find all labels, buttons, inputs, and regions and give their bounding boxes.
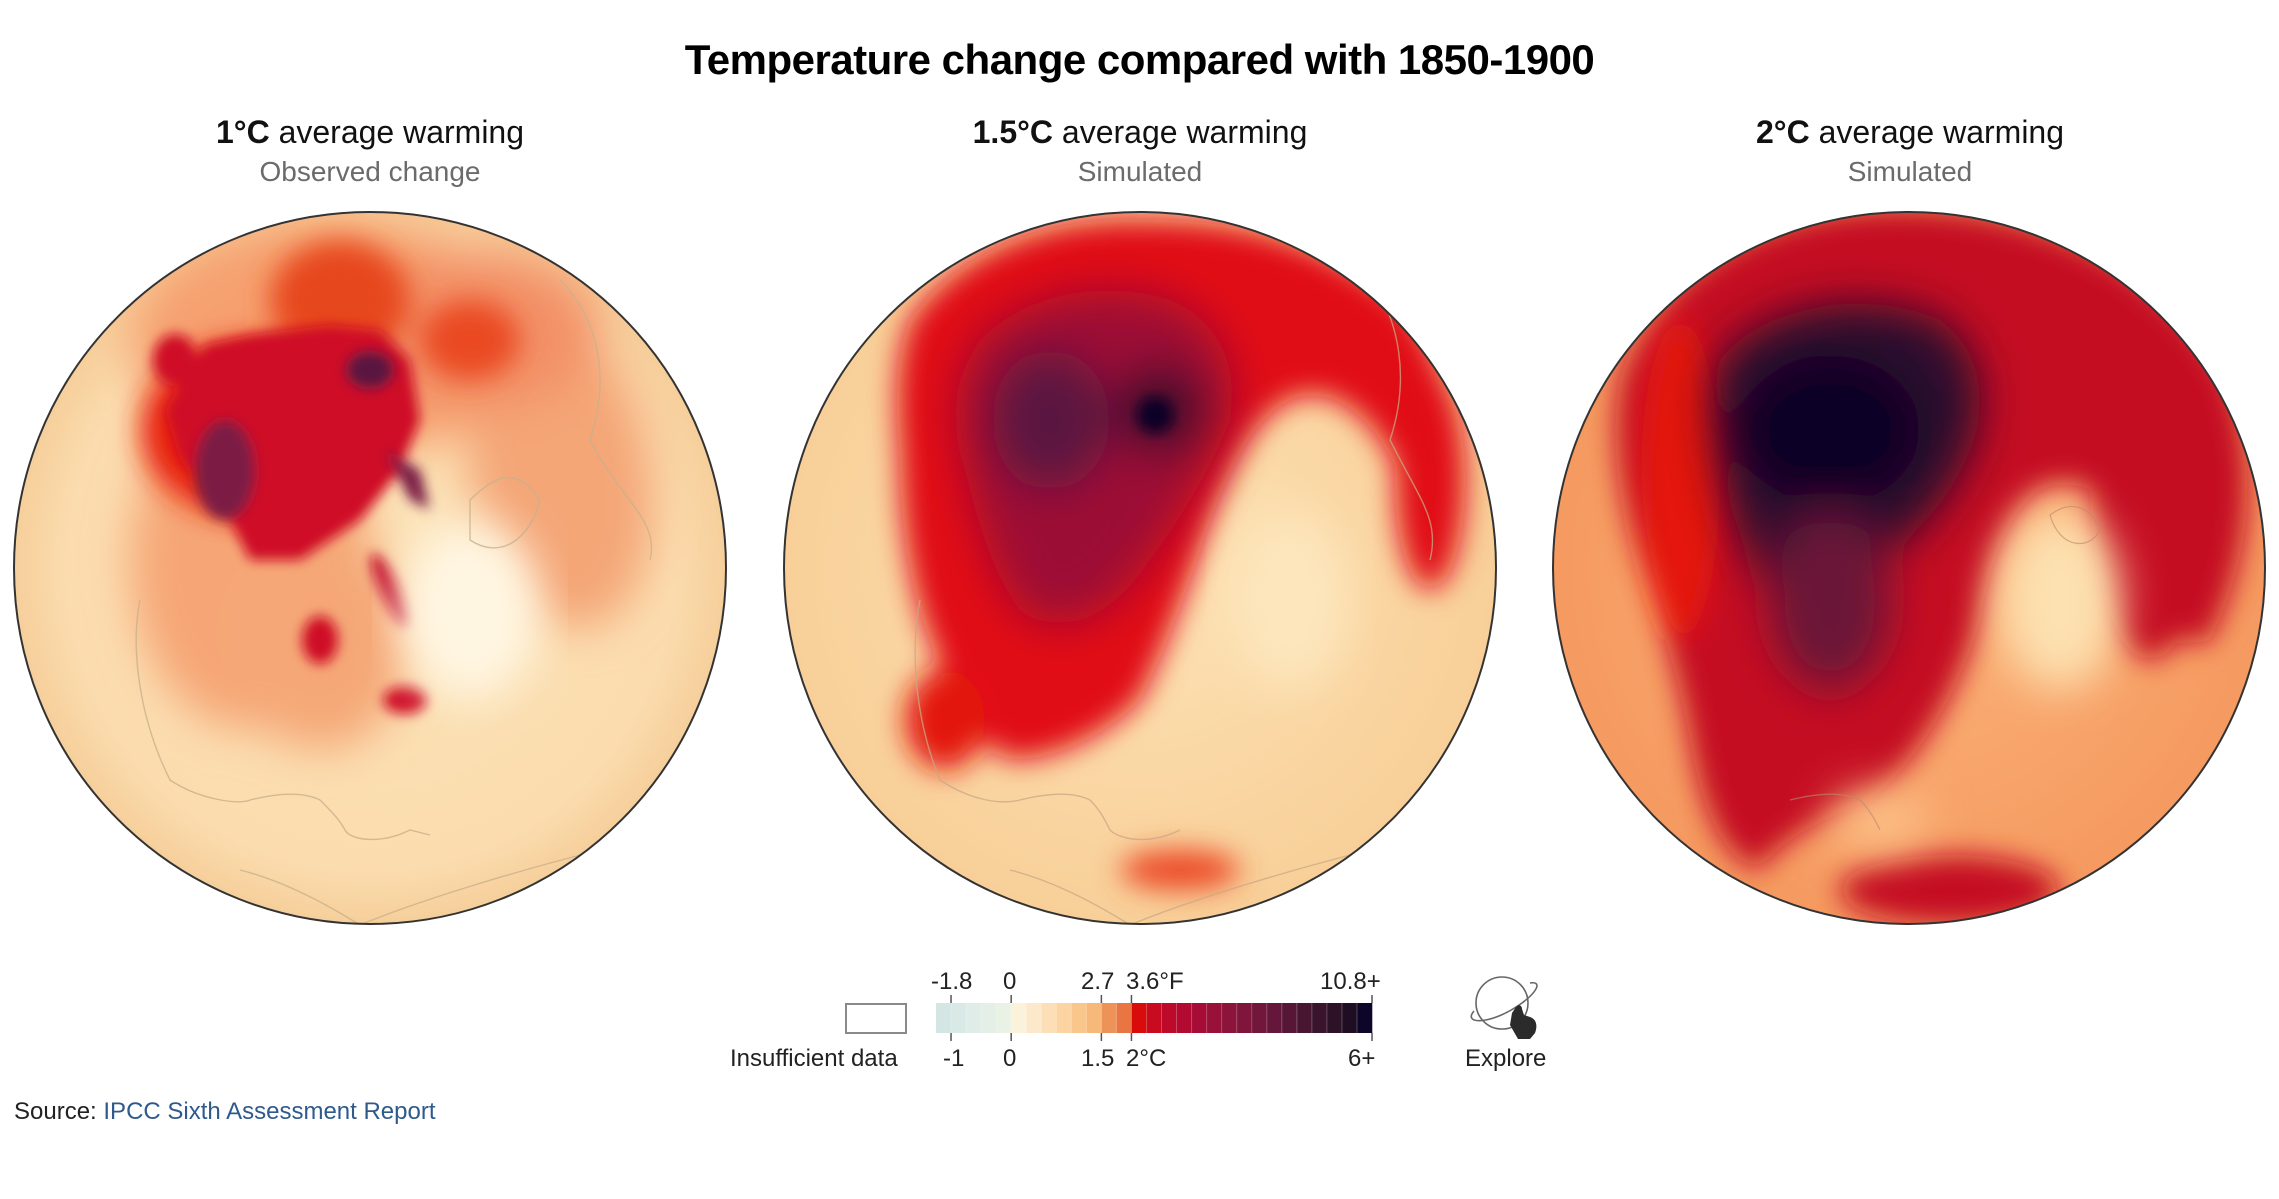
panel-subtitle: Observed change [259, 156, 481, 187]
explore-globe-hand-icon[interactable] [1470, 976, 1538, 1039]
globe-1-5c[interactable] [783, 211, 1497, 925]
colorbar-cell [1101, 1003, 1117, 1033]
colorbar-cell [1356, 1003, 1373, 1033]
panel-title: 1.5°C average warming [770, 112, 1510, 152]
colorbar-cell [1341, 1003, 1358, 1033]
colorbar-cell [981, 1003, 997, 1033]
colorbar-bottom-label: 0 [1003, 1045, 1017, 1072]
colorbar-cell [1011, 1003, 1027, 1033]
panel-heading-1c: 1°C average warming Observed change [0, 112, 740, 190]
insufficient-data-swatch [845, 1003, 907, 1034]
panel-title: 2°C average warming [1540, 112, 2279, 152]
colorbar-cell [936, 1003, 952, 1033]
explore-label[interactable]: Explore [1465, 1045, 1547, 1072]
panel-subtitle: Simulated [1847, 156, 1973, 187]
colorbar-bottom-label: 6+ [1348, 1045, 1376, 1072]
colorbar-cell [951, 1003, 967, 1033]
chart-title: Temperature change compared with 1850-19… [684, 36, 1595, 83]
source-line: Source: IPCC Sixth Assessment Report [14, 1098, 436, 1126]
colorbar-top-label: 0 [1003, 968, 1017, 995]
panel-title-value: 2°C [1755, 114, 1810, 150]
colorbar-cell [1056, 1003, 1072, 1033]
source-prefix: Source: [14, 1098, 104, 1125]
colorbar-cell [1161, 1003, 1177, 1033]
colorbar-cell [1026, 1003, 1042, 1033]
colorbar-cell [1071, 1003, 1087, 1033]
panel-heading-1-5c: 1.5°C average warming Simulated [770, 112, 1510, 190]
panel-title: 1°C average warming [0, 112, 740, 152]
colorbar-cell [1191, 1003, 1207, 1033]
colorbar-cell [1176, 1003, 1192, 1033]
panel-subtitle: Simulated [1077, 156, 1203, 187]
colorbar-cell [1041, 1003, 1057, 1033]
colorbar-top-label: 10.8+ [1320, 968, 1381, 995]
insufficient-data-label: Insufficient data [730, 1045, 898, 1072]
globe-2c[interactable] [1552, 208, 2266, 925]
colorbar-cell [966, 1003, 982, 1033]
colorbar-cell [1131, 1003, 1147, 1033]
source-link[interactable]: IPCC Sixth Assessment Report [103, 1098, 436, 1125]
colorbar-cell [1266, 1003, 1283, 1033]
colorbar-cell [1086, 1003, 1102, 1033]
colorbar-cell [1206, 1003, 1222, 1033]
colorbar-cell [1296, 1003, 1313, 1033]
panel-heading-2c: 2°C average warming Simulated [1540, 112, 2279, 190]
colorbar-top-label: -1.8 [931, 968, 973, 995]
colorbar-cell [1116, 1003, 1132, 1033]
panel-title-rest: average warming [1809, 114, 2065, 150]
colorbar [936, 1003, 1373, 1033]
colorbar-cell [1281, 1003, 1298, 1033]
colorbar-cell [1146, 1003, 1162, 1033]
colorbar-top-label: 2.7 [1081, 968, 1115, 995]
colorbar-bottom-label: 2°C [1126, 1045, 1167, 1072]
colorbar-cell [1221, 1003, 1237, 1033]
colorbar-cell [996, 1003, 1012, 1033]
colorbar-top-label: 3.6°F [1126, 968, 1184, 995]
colorbar-cell [1311, 1003, 1328, 1033]
colorbar-cell [1326, 1003, 1343, 1033]
colorbar-bottom-label: 1.5 [1081, 1045, 1115, 1072]
panel-title-value: 1°C [215, 114, 270, 150]
colorbar-cell [1236, 1003, 1253, 1033]
panel-title-value: 1.5°C [972, 114, 1054, 150]
colorbar-ticks [950, 995, 1373, 1041]
panel-title-rest: average warming [1053, 114, 1308, 150]
panel-title-rest: average warming [269, 114, 525, 150]
colorbar-cell [1251, 1003, 1268, 1033]
colorbar-bottom-label: -1 [943, 1045, 965, 1072]
globe-1c[interactable] [13, 211, 727, 925]
